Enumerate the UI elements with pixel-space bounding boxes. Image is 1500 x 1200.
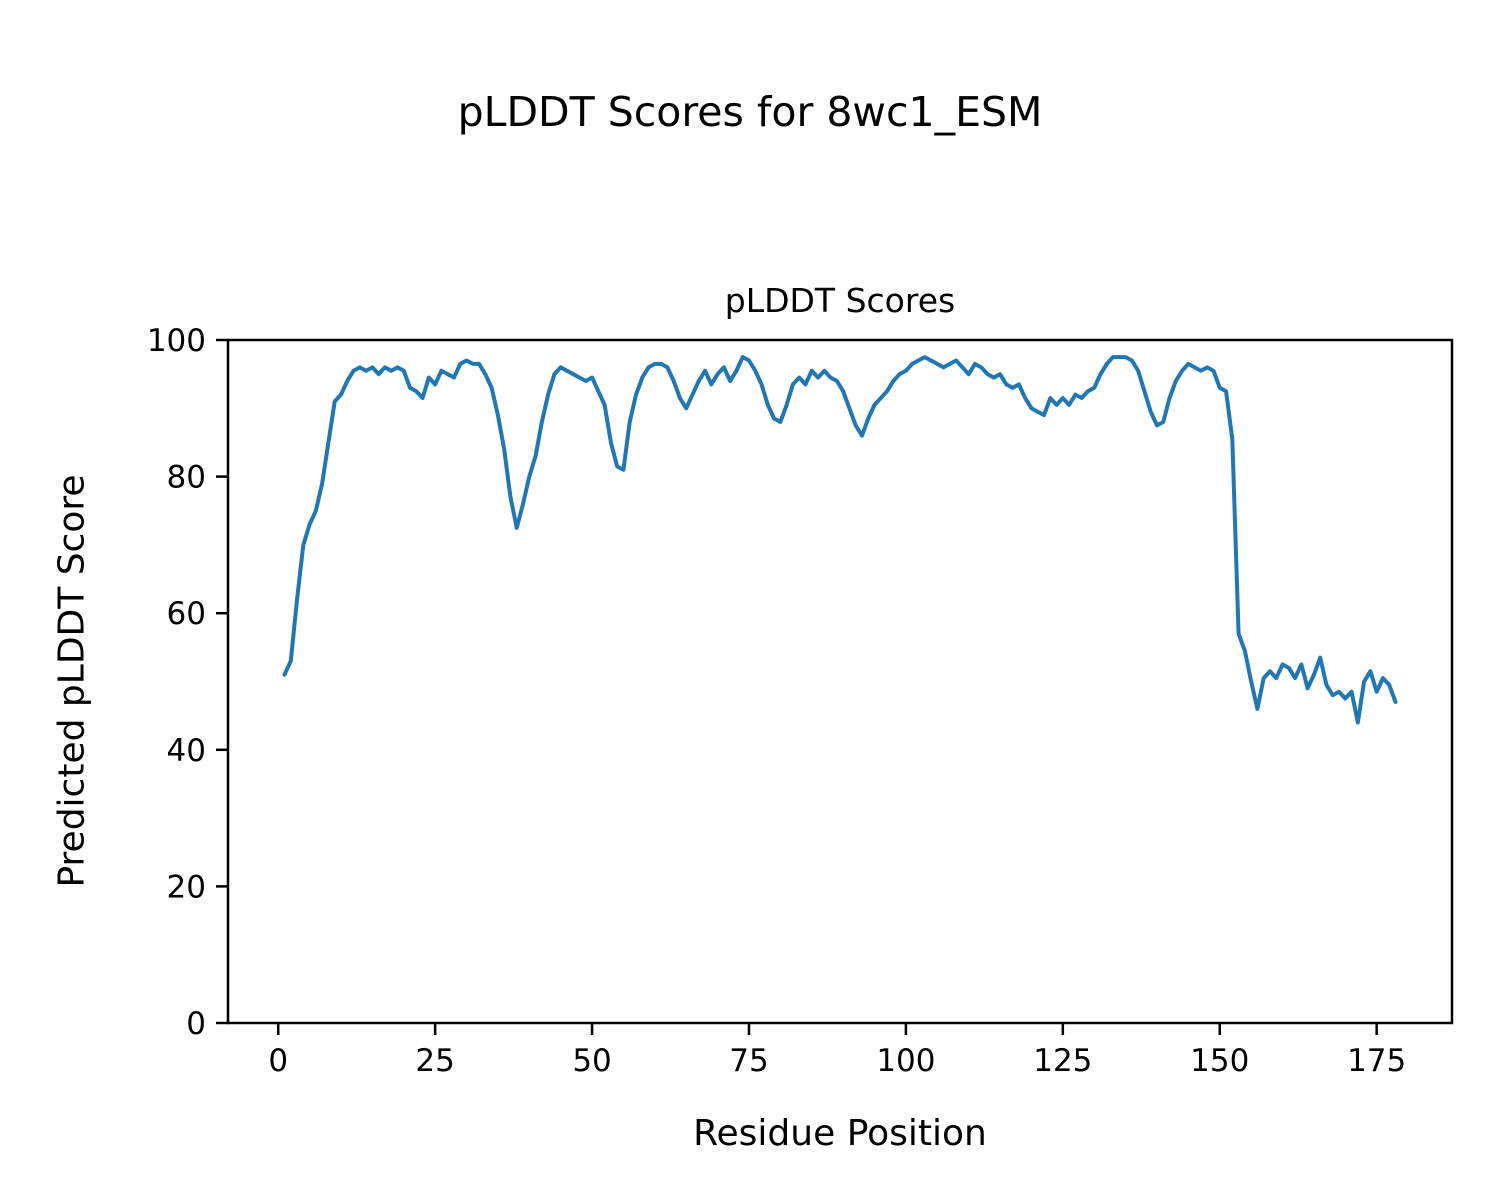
axes-spines bbox=[226, 338, 1454, 1025]
y-tick-label: 40 bbox=[167, 733, 206, 769]
x-tick-label: 125 bbox=[1033, 1043, 1092, 1079]
x-tick-label: 100 bbox=[876, 1043, 935, 1079]
x-tick-label: 25 bbox=[415, 1043, 454, 1079]
x-tick-label: 75 bbox=[729, 1043, 768, 1079]
y-tick-label: 0 bbox=[186, 1006, 206, 1042]
line-series bbox=[282, 355, 1398, 725]
axes-title: pLDDT Scores bbox=[724, 281, 956, 320]
y-tick-label: 80 bbox=[167, 460, 206, 496]
y-axis-ticks: 0 20 40 60 80 100 bbox=[147, 323, 228, 1042]
x-tick-label: 0 bbox=[268, 1043, 288, 1079]
y-tick-label: 60 bbox=[167, 596, 206, 632]
x-tick-label: 50 bbox=[572, 1043, 611, 1079]
figure-title: pLDDT Scores for 8wc1_ESM bbox=[457, 88, 1043, 136]
x-axis-ticks: 0 25 50 75 100 125 150 175 bbox=[268, 1023, 1406, 1079]
x-axis-label: Residue Position bbox=[693, 1113, 987, 1154]
plddt-line bbox=[282, 355, 1398, 725]
y-tick-label: 100 bbox=[147, 323, 206, 359]
plot-frame bbox=[226, 338, 1454, 1025]
y-tick-label: 20 bbox=[167, 869, 206, 905]
x-tick-label: 150 bbox=[1190, 1043, 1249, 1079]
x-tick-label: 175 bbox=[1347, 1043, 1406, 1079]
